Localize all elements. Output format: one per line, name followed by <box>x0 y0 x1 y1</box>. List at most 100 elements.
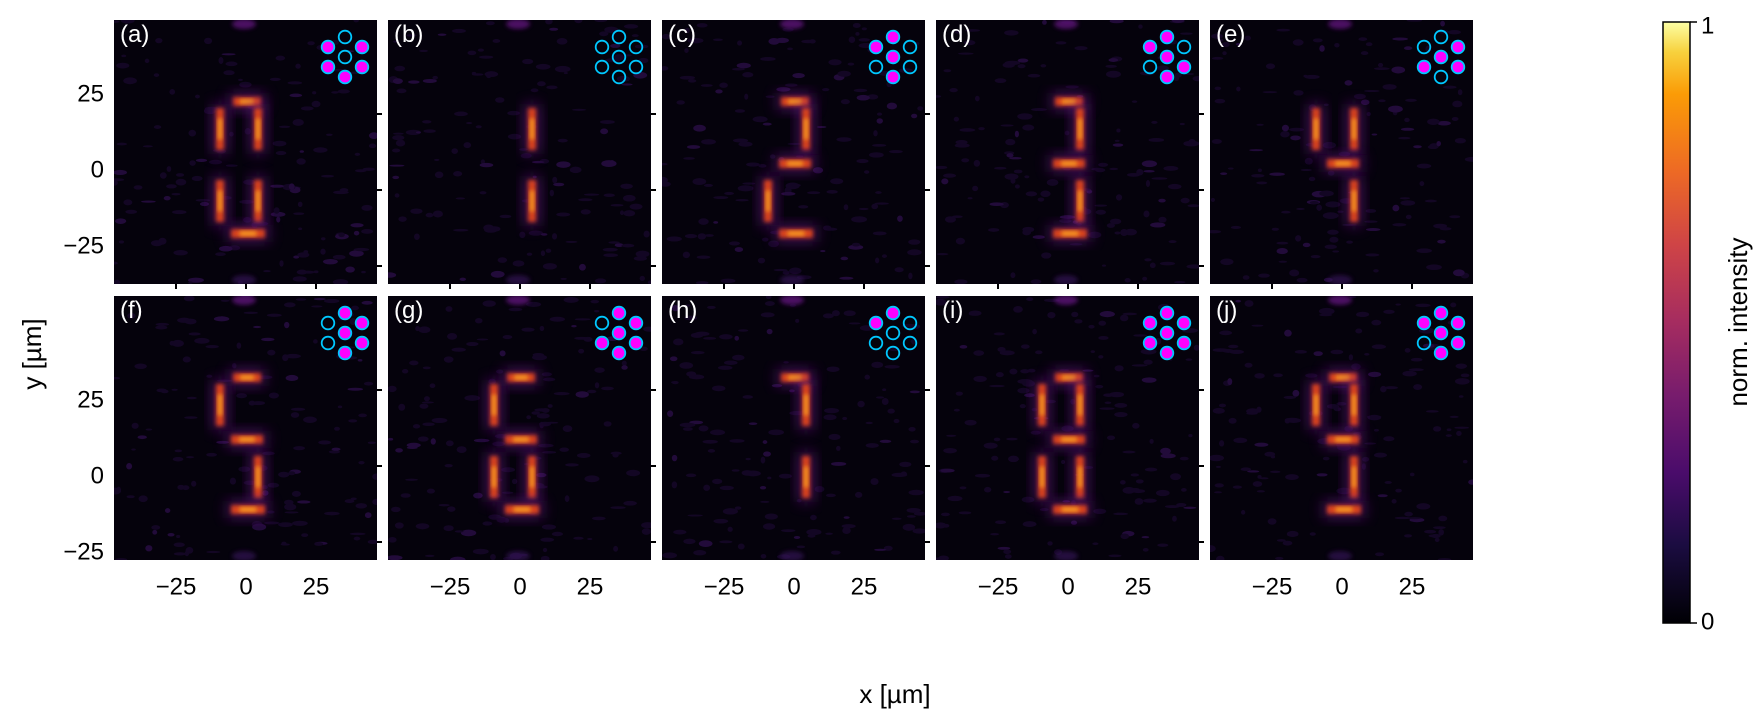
speckle-noise <box>1210 20 1473 283</box>
colorbar-max-label: 1 <box>1701 13 1714 40</box>
empty-ring <box>1433 69 1449 85</box>
empty-ring <box>594 315 610 331</box>
empty-ring <box>611 29 627 45</box>
x-tick-label: 0 <box>1061 574 1074 601</box>
x-tick-label: 25 <box>577 574 604 601</box>
filled-dot <box>1416 59 1432 75</box>
colorbar-min-label: 0 <box>1701 609 1714 636</box>
speckle-noise <box>936 296 1199 560</box>
panel-background <box>388 296 651 560</box>
empty-ring <box>902 39 918 55</box>
empty-ring <box>902 315 918 331</box>
y-tick-0-top: 0 <box>91 157 104 184</box>
filled-dot <box>354 335 370 351</box>
filled-dot <box>354 39 370 55</box>
x-tick-label: 25 <box>851 574 878 601</box>
filled-dot <box>1433 325 1449 341</box>
filled-dot <box>868 315 884 331</box>
empty-ring <box>628 39 644 55</box>
y-tick-25-bottom: 25 <box>77 387 104 414</box>
filled-dot <box>337 345 353 361</box>
speckle-noise <box>662 296 925 560</box>
filled-dot <box>1433 305 1449 321</box>
input-pattern-icon <box>320 305 370 361</box>
filled-dot <box>1450 335 1466 351</box>
panel-c: (c) <box>662 20 930 289</box>
filled-dot <box>1159 69 1175 85</box>
panel-label: (e) <box>1216 21 1245 48</box>
digit-segments <box>212 369 269 518</box>
filled-dot <box>628 335 644 351</box>
x-tick-label: 0 <box>1335 574 1348 601</box>
y-tick-labels-top: 25 0 −25 <box>63 81 104 260</box>
empty-ring <box>611 49 627 65</box>
filled-dot <box>1176 335 1192 351</box>
digit-segments <box>212 93 269 242</box>
empty-ring <box>1433 29 1449 45</box>
empty-ring <box>1416 39 1432 55</box>
input-pattern-icon <box>1416 29 1466 85</box>
empty-ring <box>337 29 353 45</box>
x-tick-label: −25 <box>156 574 197 601</box>
speckle-noise <box>662 23 924 284</box>
filled-dot <box>1159 29 1175 45</box>
input-pattern-icon <box>594 305 644 361</box>
filled-dot <box>611 305 627 321</box>
x-tick-label: 25 <box>1125 574 1152 601</box>
empty-ring <box>320 335 336 351</box>
filled-dot <box>1159 49 1175 65</box>
input-pattern-icon <box>1416 305 1466 361</box>
digit-segments <box>777 369 814 502</box>
empty-ring <box>885 325 901 341</box>
x-tick-label: −25 <box>978 574 1019 601</box>
x-tick-label: 25 <box>303 574 330 601</box>
panel-d: (d) <box>936 20 1204 289</box>
panel-label: (h) <box>668 297 697 324</box>
filled-dot <box>1176 59 1192 75</box>
filled-dot <box>1450 315 1466 331</box>
panel-i: (i) <box>936 296 1204 560</box>
digit-segments <box>1049 93 1091 242</box>
empty-ring <box>628 59 644 75</box>
empty-ring <box>320 315 336 331</box>
panel-h: (h) <box>662 296 930 560</box>
x-axis-label: x [µm] <box>859 679 930 709</box>
filled-dot <box>1159 305 1175 321</box>
empty-ring <box>1176 39 1192 55</box>
filled-dot <box>885 69 901 85</box>
empty-ring <box>868 59 884 75</box>
panel-background <box>662 20 925 284</box>
filled-dot <box>611 345 627 361</box>
x-tick-label: 0 <box>239 574 252 601</box>
input-pattern-icon <box>868 305 918 361</box>
y-axis-label: y [µm] <box>17 318 47 389</box>
digit-segments <box>760 93 817 242</box>
filled-dot <box>1142 335 1158 351</box>
filled-dot <box>885 29 901 45</box>
panel-e: (e) <box>1210 20 1473 289</box>
digit-segments <box>486 369 543 518</box>
empty-ring <box>902 335 918 351</box>
filled-dot <box>1433 49 1449 65</box>
filled-dot <box>611 325 627 341</box>
panels-layer: (a) (b) (c) (d) (e) (f) (g) (h) (i) (j) <box>114 20 1473 560</box>
y-tick-minus25-bottom: −25 <box>63 539 104 566</box>
input-pattern-icon <box>868 29 918 85</box>
y-tick-0-bottom: 0 <box>91 463 104 490</box>
filled-dot <box>628 315 644 331</box>
filled-dot <box>594 335 610 351</box>
panel-label: (c) <box>668 21 696 48</box>
filled-dot <box>1176 315 1192 331</box>
input-pattern-icon <box>594 29 644 85</box>
empty-ring <box>902 59 918 75</box>
filled-dot <box>337 69 353 85</box>
speckle-noise <box>936 20 1199 284</box>
panel-f: (f) <box>114 296 382 560</box>
empty-ring <box>1416 335 1432 351</box>
filled-dot <box>1450 59 1466 75</box>
filled-dot <box>1450 39 1466 55</box>
empty-ring <box>611 69 627 85</box>
x-tick-label: 0 <box>513 574 526 601</box>
filled-dot <box>885 49 901 65</box>
x-tick-label: −25 <box>430 574 471 601</box>
